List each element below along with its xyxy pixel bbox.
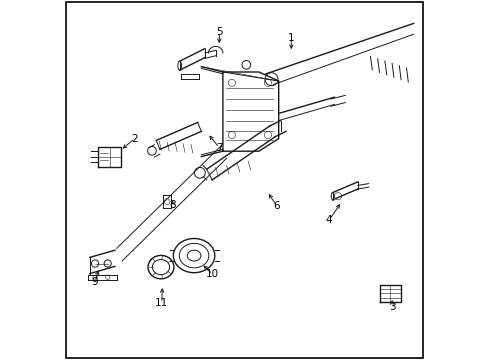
Text: 11: 11 [155, 298, 168, 308]
Text: 3: 3 [388, 302, 395, 312]
Text: 6: 6 [273, 201, 280, 211]
Text: 10: 10 [206, 269, 219, 279]
Text: 2: 2 [131, 134, 138, 144]
Text: 7: 7 [216, 143, 222, 153]
Text: 5: 5 [216, 27, 222, 37]
Text: 1: 1 [287, 33, 294, 43]
Text: 9: 9 [92, 276, 98, 287]
Text: 4: 4 [325, 215, 332, 225]
Text: 8: 8 [169, 200, 176, 210]
